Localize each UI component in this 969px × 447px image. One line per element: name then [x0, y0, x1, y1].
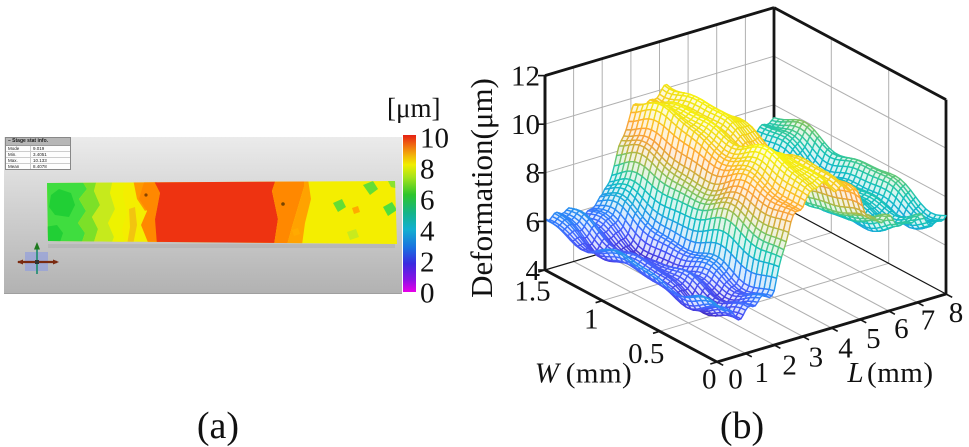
svg-text:7: 7: [921, 305, 936, 337]
svg-text:0: 0: [728, 364, 743, 396]
svg-text:W (mm): W (mm): [535, 357, 632, 389]
svg-text:1: 1: [754, 357, 769, 389]
svg-text:8: 8: [526, 158, 541, 190]
svg-text:0.5: 0.5: [628, 338, 664, 370]
svg-text:3: 3: [809, 341, 824, 373]
svg-text:2: 2: [782, 350, 797, 382]
svg-text:Deformation(μm): Deformation(μm): [464, 78, 499, 298]
svg-text:12: 12: [511, 61, 540, 93]
svg-text:8: 8: [949, 297, 964, 329]
svg-text:10: 10: [511, 109, 540, 141]
svg-text:5: 5: [866, 323, 881, 355]
svg-text:0: 0: [702, 364, 717, 396]
svg-text:L (mm): L (mm): [847, 357, 934, 389]
svg-text:4: 4: [526, 255, 541, 287]
svg-text:4: 4: [838, 333, 853, 365]
svg-text:1.5: 1.5: [514, 275, 550, 307]
svg-text:6: 6: [894, 313, 909, 345]
svg-text:6: 6: [526, 206, 541, 238]
svg-text:1: 1: [584, 304, 599, 336]
